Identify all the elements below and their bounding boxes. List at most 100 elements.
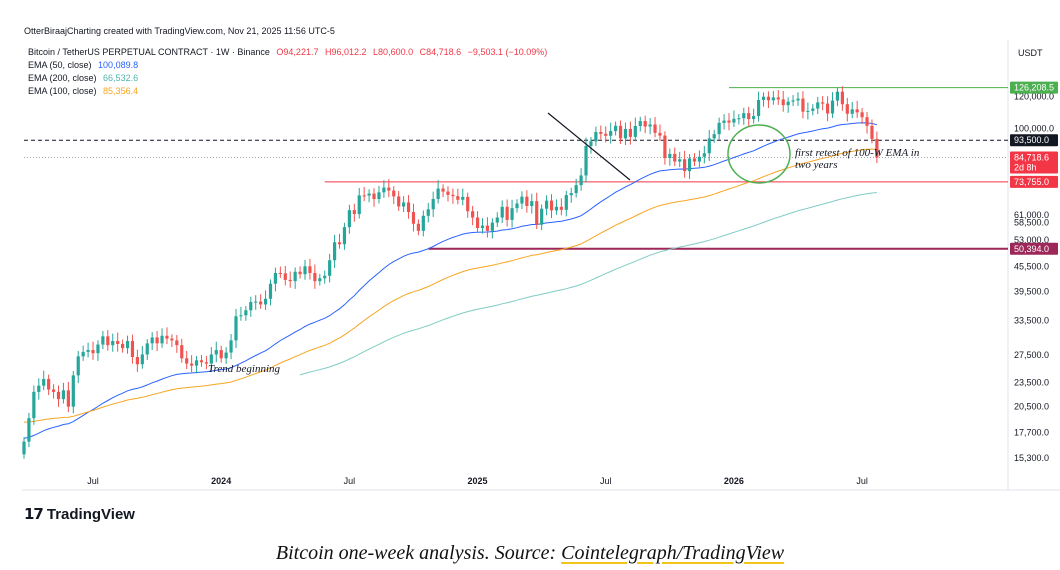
currency-label: USDT [1018, 48, 1043, 58]
candle-body [96, 344, 100, 354]
candle-body [638, 121, 642, 126]
candle-body [618, 125, 623, 139]
ema200-legend: EMA (200, close) 66,532.6 [28, 72, 551, 85]
candle-body [850, 109, 854, 114]
candle-body [732, 118, 736, 123]
candle-body [609, 131, 613, 136]
candle-body [466, 196, 470, 212]
candle-body [367, 193, 371, 196]
candle-body [860, 112, 864, 118]
candle-body [530, 201, 534, 206]
candle-body [150, 337, 154, 344]
candle-body [402, 202, 406, 207]
downtrend-line [547, 112, 631, 181]
candle-body [643, 121, 647, 127]
price-tick-label: 15,300.0 [1014, 453, 1049, 463]
price-badge [1010, 242, 1058, 255]
candle-body [549, 200, 554, 211]
symbol-line: Bitcoin / TetherUS PERPETUAL CONTRACT · … [28, 46, 551, 59]
candle-body [337, 242, 342, 245]
ohlc-low: L80,600.0 [373, 47, 414, 57]
candle-body [727, 120, 731, 123]
price-badge-label: 93,500.0 [1014, 135, 1049, 145]
candle-body [170, 338, 174, 341]
candle-body [81, 351, 85, 357]
candle-body [594, 131, 598, 142]
price-tick-label: 53,000.0 [1014, 235, 1049, 245]
chart-header: OtterBiraajCharting created with Trading… [24, 26, 335, 36]
candle-body [308, 266, 312, 273]
candle-body [480, 225, 485, 229]
candle-body [328, 260, 332, 276]
candle-body [835, 91, 840, 101]
candle-body [737, 118, 741, 120]
ohlc-high: H96,012.2 [324, 47, 367, 57]
candle-body [599, 131, 603, 134]
candle-body [42, 378, 46, 386]
candle-body [86, 350, 90, 352]
candle-body [717, 122, 721, 135]
candle-body [811, 108, 815, 111]
candle-body [47, 378, 51, 390]
ema200-line [299, 192, 877, 376]
candle-body [347, 210, 351, 228]
candle-body [796, 98, 800, 101]
candle-body [441, 188, 445, 192]
time-axis: Jul 2024 Jul 2025 Jul 2026 Jul [87, 476, 868, 486]
candle-body [515, 203, 519, 209]
price-badges: 126,208.5 93,500.0 84,718.62d 8h 73,755.0 50… [1010, 81, 1058, 255]
candle-body [234, 316, 238, 341]
candle-body [559, 206, 563, 210]
tradingview-logo-icon: 𝟭𝟳 [24, 506, 44, 523]
caption-prefix: Bitcoin one-week analysis. Source: [275, 542, 562, 564]
candle-body [61, 390, 66, 400]
candle-body [461, 196, 465, 200]
candle-body [342, 227, 347, 245]
price-badge-label: 126,208.5 [1014, 83, 1054, 93]
retest-annotation-line2: two years [795, 159, 837, 171]
candle-body [214, 350, 218, 355]
candle-body [845, 104, 849, 114]
candle-body [111, 340, 115, 346]
candle-body [387, 187, 391, 191]
candle-body [520, 196, 524, 204]
ema-lines [23, 122, 878, 439]
candle-body [870, 125, 874, 139]
price-chart[interactable]: Trend beginning first retest of 100-W EM… [0, 0, 1060, 500]
candle-body [623, 128, 628, 139]
candle-body [535, 201, 539, 225]
candle-body [145, 343, 149, 355]
candle-body [589, 141, 593, 146]
caption-source-link[interactable]: Cointelegraph/TradingView [561, 542, 785, 564]
ema50-line [23, 122, 878, 439]
candle-body [683, 159, 687, 172]
symbol-name: Bitcoin / TetherUS PERPETUAL CONTRACT · … [28, 47, 270, 57]
ema100-line [23, 148, 877, 423]
candle-body [821, 102, 825, 104]
price-tick-label: 17,700.0 [1014, 427, 1049, 437]
candle-body [752, 116, 756, 120]
ema200-label: EMA (200, close) [28, 73, 97, 83]
price-tick-label: 100,000.0 [1014, 123, 1054, 133]
ema50-label: EMA (50, close) [28, 60, 92, 70]
candle-body [160, 335, 164, 344]
ema50-value: 100,089.8 [98, 60, 139, 70]
candle-body [377, 192, 381, 200]
time-tick-label: Jul [87, 476, 99, 486]
candle-body [268, 283, 273, 299]
candle-body [500, 206, 504, 218]
candle-body [352, 210, 356, 215]
price-badge [1010, 81, 1058, 94]
ema100-value: 85,356.4 [103, 86, 139, 96]
price-tick-label: 61,000.0 [1014, 210, 1049, 220]
time-tick-label: Jul [600, 476, 612, 486]
candle-body [362, 195, 366, 197]
candle-body [392, 190, 396, 197]
ema200-value: 66,532.6 [103, 73, 139, 83]
price-badge-label: 84,718.6 [1014, 153, 1049, 163]
candle-body [259, 301, 263, 305]
candle-body [628, 128, 632, 137]
candle-body [771, 97, 775, 101]
trend-beginning-annotation: Trend beginning [208, 363, 281, 375]
price-tick-label: 20,500.0 [1014, 402, 1049, 412]
